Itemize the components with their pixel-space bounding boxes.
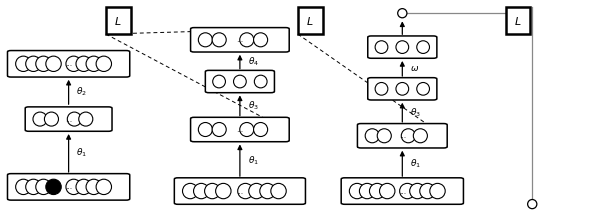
Ellipse shape bbox=[396, 83, 408, 95]
Text: ...: ... bbox=[236, 35, 243, 44]
Ellipse shape bbox=[86, 56, 101, 71]
Ellipse shape bbox=[198, 122, 213, 136]
Ellipse shape bbox=[379, 183, 395, 199]
Ellipse shape bbox=[271, 183, 287, 199]
Ellipse shape bbox=[359, 183, 375, 199]
Ellipse shape bbox=[375, 41, 388, 54]
FancyBboxPatch shape bbox=[205, 70, 275, 93]
Ellipse shape bbox=[417, 41, 429, 54]
FancyBboxPatch shape bbox=[358, 123, 447, 148]
Text: ...: ... bbox=[65, 115, 72, 123]
Ellipse shape bbox=[215, 183, 231, 199]
Ellipse shape bbox=[33, 112, 47, 126]
Ellipse shape bbox=[400, 183, 415, 199]
Text: $\theta_1$: $\theta_1$ bbox=[76, 147, 87, 159]
Ellipse shape bbox=[413, 129, 427, 143]
Text: ...: ... bbox=[236, 125, 243, 134]
Ellipse shape bbox=[420, 183, 435, 199]
Ellipse shape bbox=[25, 56, 41, 71]
Ellipse shape bbox=[401, 129, 416, 143]
Ellipse shape bbox=[369, 183, 385, 199]
Ellipse shape bbox=[212, 33, 226, 47]
FancyBboxPatch shape bbox=[174, 178, 305, 204]
FancyBboxPatch shape bbox=[25, 107, 112, 131]
Text: ...: ... bbox=[65, 182, 72, 191]
Text: $L$: $L$ bbox=[514, 14, 522, 26]
Text: $L$: $L$ bbox=[114, 14, 122, 26]
FancyBboxPatch shape bbox=[368, 78, 437, 100]
Ellipse shape bbox=[238, 183, 253, 199]
Ellipse shape bbox=[96, 56, 111, 71]
FancyBboxPatch shape bbox=[8, 174, 130, 200]
FancyBboxPatch shape bbox=[341, 178, 464, 204]
Ellipse shape bbox=[86, 179, 101, 194]
Ellipse shape bbox=[212, 122, 226, 136]
Ellipse shape bbox=[240, 33, 254, 47]
Ellipse shape bbox=[46, 56, 61, 71]
Ellipse shape bbox=[365, 129, 379, 143]
Ellipse shape bbox=[67, 112, 81, 126]
Text: $\omega$: $\omega$ bbox=[410, 64, 419, 73]
Text: $\theta_4$: $\theta_4$ bbox=[247, 55, 259, 68]
Ellipse shape bbox=[205, 183, 220, 199]
Ellipse shape bbox=[260, 183, 275, 199]
FancyBboxPatch shape bbox=[298, 7, 323, 34]
Ellipse shape bbox=[253, 33, 268, 47]
Ellipse shape bbox=[396, 41, 408, 54]
Ellipse shape bbox=[66, 56, 81, 71]
Text: ...: ... bbox=[236, 186, 243, 196]
Ellipse shape bbox=[255, 75, 267, 88]
Ellipse shape bbox=[15, 179, 31, 194]
FancyBboxPatch shape bbox=[191, 117, 289, 142]
FancyBboxPatch shape bbox=[191, 28, 289, 52]
Ellipse shape bbox=[76, 179, 91, 194]
Text: $\theta_3$: $\theta_3$ bbox=[247, 99, 259, 112]
Ellipse shape bbox=[198, 33, 213, 47]
Text: ...: ... bbox=[399, 186, 406, 196]
Ellipse shape bbox=[66, 179, 81, 194]
Ellipse shape bbox=[79, 112, 93, 126]
Ellipse shape bbox=[25, 179, 41, 194]
Text: $\theta_1$: $\theta_1$ bbox=[410, 157, 421, 170]
FancyBboxPatch shape bbox=[368, 36, 437, 58]
Ellipse shape bbox=[46, 179, 61, 194]
Ellipse shape bbox=[410, 183, 425, 199]
Ellipse shape bbox=[233, 75, 246, 88]
Text: ...: ... bbox=[65, 59, 72, 68]
Ellipse shape bbox=[182, 183, 198, 199]
Ellipse shape bbox=[96, 179, 111, 194]
Ellipse shape bbox=[36, 56, 51, 71]
FancyBboxPatch shape bbox=[106, 7, 131, 34]
Ellipse shape bbox=[240, 122, 254, 136]
Ellipse shape bbox=[253, 122, 268, 136]
Ellipse shape bbox=[36, 179, 51, 194]
FancyBboxPatch shape bbox=[8, 51, 130, 77]
Ellipse shape bbox=[398, 9, 407, 18]
Ellipse shape bbox=[377, 129, 391, 143]
Ellipse shape bbox=[213, 75, 226, 88]
Ellipse shape bbox=[76, 56, 91, 71]
Ellipse shape bbox=[430, 183, 445, 199]
Ellipse shape bbox=[44, 112, 59, 126]
Ellipse shape bbox=[15, 56, 31, 71]
Text: $\theta_2$: $\theta_2$ bbox=[76, 86, 87, 98]
Ellipse shape bbox=[249, 183, 264, 199]
FancyBboxPatch shape bbox=[506, 7, 530, 34]
Text: $L$: $L$ bbox=[307, 14, 314, 26]
Ellipse shape bbox=[375, 83, 388, 95]
Ellipse shape bbox=[194, 183, 209, 199]
Text: ...: ... bbox=[399, 131, 406, 140]
Text: $\theta_3$: $\theta_3$ bbox=[410, 106, 421, 119]
Ellipse shape bbox=[417, 83, 429, 95]
Text: $\theta_1$: $\theta_1$ bbox=[247, 154, 259, 167]
Ellipse shape bbox=[349, 183, 365, 199]
Ellipse shape bbox=[527, 200, 537, 209]
